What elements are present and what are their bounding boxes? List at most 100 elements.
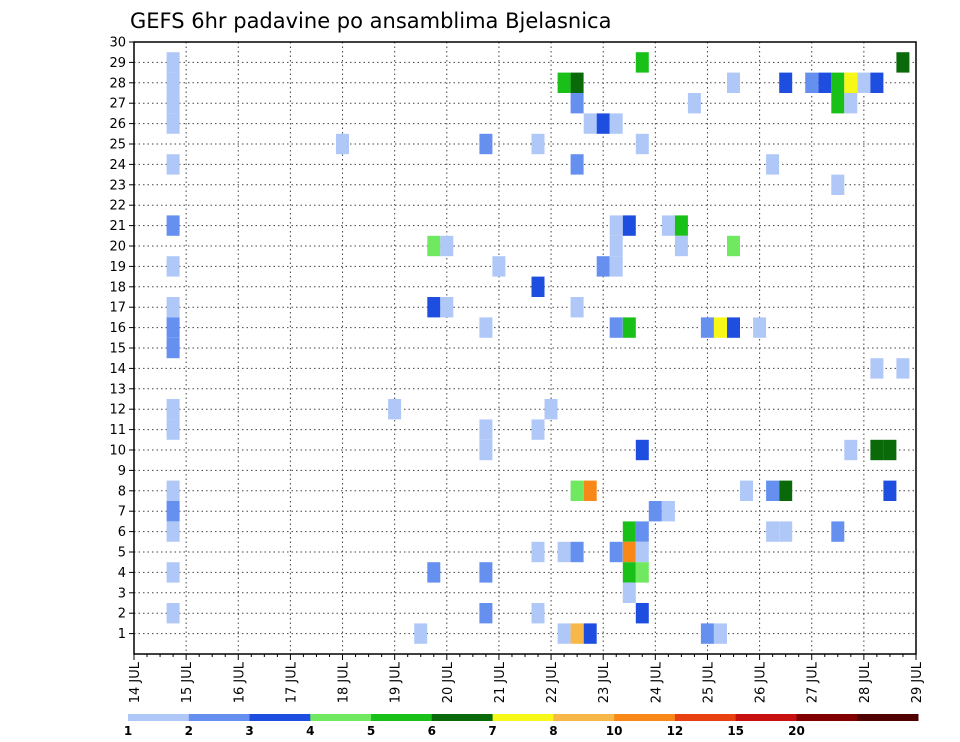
x-tick-label: 23 JUL [597, 661, 612, 703]
precip-cell [166, 72, 180, 93]
precip-cell [700, 623, 714, 644]
precip-cell [805, 72, 819, 93]
precip-cell [727, 235, 740, 257]
precip-cell [492, 256, 506, 277]
precip-cell [583, 113, 597, 134]
precip-cell [870, 439, 884, 461]
precip-cell [700, 317, 714, 338]
y-axis: 1234567891011121314151617181920212223242… [109, 36, 134, 642]
x-tick-label: 22 JUL [545, 661, 560, 703]
precip-cell [635, 133, 649, 155]
y-tick-label: 29 [109, 56, 126, 71]
colorbar-swatch [614, 714, 676, 721]
y-tick-label: 1 [118, 627, 126, 642]
y-tick-label: 30 [109, 36, 126, 51]
y-tick-label: 23 [109, 178, 126, 193]
colorbar-swatch [857, 714, 919, 721]
colorbar-label: 1 [124, 724, 132, 738]
precip-cell [609, 113, 623, 134]
precip-cell [570, 297, 584, 318]
colorbar-swatch [188, 714, 251, 721]
precip-cell [570, 154, 584, 175]
precip-cell [479, 439, 493, 461]
precip-cell [166, 337, 180, 359]
precip-cell [740, 480, 753, 501]
precip-cell [622, 582, 636, 603]
precip-cell [427, 235, 441, 257]
y-tick-label: 11 [109, 423, 126, 438]
precip-cell [388, 399, 402, 420]
y-tick-label: 14 [109, 362, 126, 377]
precip-cell [831, 521, 845, 542]
precip-cell [557, 541, 571, 563]
colorbar-label: 12 [667, 724, 684, 738]
y-tick-label: 22 [109, 199, 126, 214]
precip-cell [531, 133, 545, 155]
y-tick-label: 28 [109, 76, 126, 91]
precip-cell [844, 93, 858, 114]
colorbar-label: 5 [367, 724, 375, 738]
y-tick-label: 2 [118, 607, 126, 622]
colorbar-swatch [492, 714, 554, 721]
colorbar-label: 6 [428, 724, 436, 738]
precip-cell [714, 623, 727, 644]
precip-cell [166, 317, 180, 338]
y-tick-label: 4 [118, 566, 126, 581]
y-tick-label: 10 [109, 444, 126, 459]
colorbar-swatch [674, 714, 737, 721]
precip-cell [570, 480, 584, 501]
precip-cell [870, 72, 884, 93]
precip-cell [661, 501, 675, 522]
precip-cell [440, 297, 454, 318]
precip-cell [166, 52, 180, 73]
x-tick-label: 14 JUL [128, 661, 143, 703]
precip-cell [883, 480, 897, 501]
x-tick-label: 17 JUL [284, 661, 299, 703]
x-tick-label: 24 JUL [649, 661, 664, 703]
precip-cell [753, 317, 767, 338]
precip-cell [557, 623, 571, 644]
precip-cell [635, 562, 649, 583]
y-tick-label: 24 [109, 158, 126, 173]
precip-cell [479, 317, 493, 338]
precip-cell [166, 521, 180, 542]
colorbar-swatch [249, 714, 311, 721]
precip-cell [596, 113, 610, 134]
precip-cell [166, 113, 180, 134]
colorbar: 1 2 3 4 5 6 7 8 10 12 15 20 [124, 714, 919, 738]
precip-cell [622, 541, 636, 563]
precip-cell [570, 72, 584, 93]
precipitation-cells [166, 52, 910, 644]
precip-cell [727, 72, 740, 93]
precip-cell [896, 358, 910, 379]
precip-cell [714, 317, 727, 338]
x-tick-label: 27 JUL [806, 661, 821, 703]
precip-cell [896, 52, 910, 73]
colorbar-swatch [796, 714, 858, 721]
precip-cell [583, 480, 597, 501]
precip-cell [779, 72, 793, 93]
colorbar-label: 8 [549, 724, 557, 738]
precip-cell [661, 215, 675, 236]
x-tick-label: 19 JUL [389, 661, 404, 703]
precip-cell [336, 133, 349, 155]
precip-cell [622, 215, 636, 236]
x-tick-label: 20 JUL [441, 661, 456, 703]
precip-cell [609, 235, 623, 257]
precip-cell [166, 480, 180, 501]
colorbar-label: 2 [185, 724, 193, 738]
y-tick-label: 3 [118, 586, 126, 601]
precip-cell [596, 256, 610, 277]
precip-cell [635, 603, 649, 624]
y-tick-label: 27 [109, 97, 126, 112]
x-tick-label: 16 JUL [232, 661, 247, 703]
x-tick-label: 29 JUL [910, 661, 925, 703]
precip-cell [844, 72, 858, 93]
precip-cell [583, 623, 597, 644]
precip-cell [557, 72, 571, 93]
precip-cell [479, 603, 493, 624]
precip-cell [674, 215, 688, 236]
colorbar-label: 15 [727, 724, 744, 738]
x-tick-label: 26 JUL [754, 661, 769, 703]
